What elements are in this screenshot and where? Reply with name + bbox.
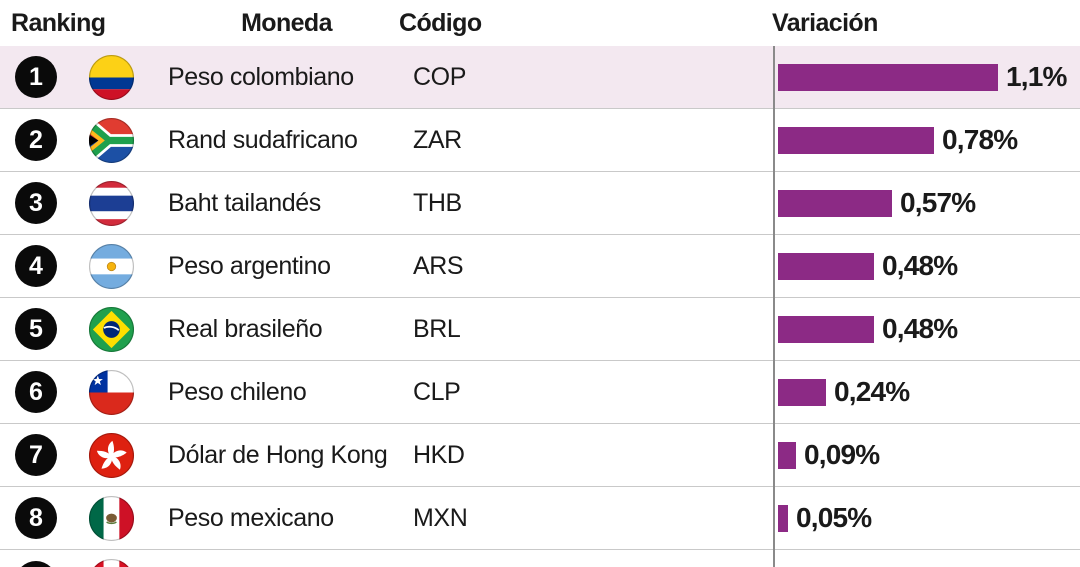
flag-cell bbox=[72, 369, 150, 416]
flag-cell bbox=[72, 54, 150, 101]
currency-name: Dólar de Hong Kong bbox=[168, 440, 388, 469]
flag-cell bbox=[72, 558, 150, 567]
header-ranking: Ranking bbox=[11, 8, 106, 37]
flag-cell bbox=[72, 180, 150, 227]
currency-code: ZAR bbox=[413, 125, 462, 154]
variation-cell: 0,05% bbox=[525, 487, 1080, 549]
currency-code: COP bbox=[413, 62, 466, 91]
header-codigo: Código bbox=[399, 8, 482, 37]
variation-cell: 0,48% bbox=[525, 298, 1080, 360]
rank-badge bbox=[15, 560, 57, 567]
rank-cell: 5 bbox=[0, 308, 72, 350]
flag-cell bbox=[72, 432, 150, 479]
rank-badge: 1 bbox=[15, 56, 57, 98]
currency-name: Real brasileño bbox=[168, 314, 323, 343]
mexico-flag-icon bbox=[88, 495, 134, 541]
rank-badge: 8 bbox=[15, 497, 57, 539]
currency-name: Peso chileno bbox=[168, 377, 307, 406]
variation-bar bbox=[778, 63, 998, 91]
thailand-flag-icon bbox=[88, 180, 134, 226]
variation-cell: 0,48% bbox=[525, 235, 1080, 297]
variation-bar bbox=[778, 189, 892, 217]
rank-cell: 7 bbox=[0, 434, 72, 476]
currency-code: BRL bbox=[413, 314, 461, 343]
variation-value: 0,48% bbox=[882, 313, 958, 344]
table-row: 2 Rand sudafricano ZAR 0,78% bbox=[0, 109, 1080, 172]
variation-value: 0,78% bbox=[942, 124, 1018, 155]
colombia-flag-icon bbox=[88, 54, 134, 100]
rank-badge: 2 bbox=[15, 119, 57, 161]
table-row: 5 Real brasileño BRL 0,48% bbox=[0, 298, 1080, 361]
variation-value: 0,57% bbox=[900, 187, 976, 218]
currency-name: Peso argentino bbox=[168, 251, 331, 280]
variation-bar bbox=[778, 441, 796, 469]
variation-value: 1,1% bbox=[1006, 61, 1067, 92]
variation-value: 0,48% bbox=[882, 250, 958, 281]
rank-cell: 1 bbox=[0, 56, 72, 98]
table-row: 8 Peso mexicano MXN 0,05% bbox=[0, 487, 1080, 550]
table-row: 3 Baht tailandés THB 0,57% bbox=[0, 172, 1080, 235]
rank-badge: 4 bbox=[15, 245, 57, 287]
table-row: 1 Peso colombiano COP 1,1% bbox=[0, 46, 1080, 109]
currency-name: Peso mexicano bbox=[168, 503, 334, 532]
variation-cell: 0,78% bbox=[525, 109, 1080, 171]
hong-kong-flag-icon bbox=[88, 432, 134, 478]
currency-name: Peso colombiano bbox=[168, 62, 354, 91]
header-variacion: Variación bbox=[772, 8, 878, 37]
variation-cell: 0,09% bbox=[525, 424, 1080, 486]
variation-value: 0,24% bbox=[834, 376, 910, 407]
variation-value: 0,05% bbox=[796, 502, 872, 533]
rank-cell: 2 bbox=[0, 119, 72, 161]
flag-cell bbox=[72, 495, 150, 542]
variation-cell: 0,57% bbox=[525, 172, 1080, 234]
variation-bar bbox=[778, 504, 788, 532]
variation-bar bbox=[778, 126, 934, 154]
variation-bar bbox=[778, 252, 874, 280]
currency-code: CLP bbox=[413, 377, 461, 406]
currency-code: ARS bbox=[413, 251, 464, 280]
rank-badge: 3 bbox=[15, 182, 57, 224]
rank-cell: 3 bbox=[0, 182, 72, 224]
flag-cell bbox=[72, 306, 150, 353]
rank-badge: 6 bbox=[15, 371, 57, 413]
red-white-red-flag-icon bbox=[88, 558, 134, 567]
chart-baseline-axis bbox=[773, 46, 775, 567]
currency-name: Rand sudafricano bbox=[168, 125, 358, 154]
table-row: 4 Peso argentino ARS 0,48% bbox=[0, 235, 1080, 298]
currency-code: HKD bbox=[413, 440, 465, 469]
table-row: 6 Peso chileno CLP 0,24% bbox=[0, 361, 1080, 424]
currency-code: MXN bbox=[413, 503, 468, 532]
table-row-partial bbox=[0, 550, 1080, 567]
rank-badge: 7 bbox=[15, 434, 57, 476]
variation-value: 0,09% bbox=[804, 439, 880, 470]
rank-cell: 6 bbox=[0, 371, 72, 413]
variation-cell: 0,24% bbox=[525, 361, 1080, 423]
flag-cell bbox=[72, 243, 150, 290]
currency-code: THB bbox=[413, 188, 462, 217]
currency-name: Baht tailandés bbox=[168, 188, 321, 217]
flag-cell bbox=[72, 117, 150, 164]
chile-flag-icon bbox=[88, 369, 134, 415]
rank-badge: 5 bbox=[15, 308, 57, 350]
variation-bar bbox=[778, 378, 826, 406]
rank-cell: 4 bbox=[0, 245, 72, 287]
table-header: Ranking Moneda Código Variación bbox=[0, 0, 1080, 46]
variation-cell: 1,1% bbox=[525, 46, 1080, 108]
brazil-flag-icon bbox=[88, 306, 134, 352]
south-africa-flag-icon bbox=[88, 117, 134, 163]
rank-cell bbox=[0, 560, 72, 567]
argentina-flag-icon bbox=[88, 243, 134, 289]
table-row: 7 Dólar de Hong Kong HKD bbox=[0, 424, 1080, 487]
header-moneda: Moneda bbox=[241, 8, 332, 37]
rank-cell: 8 bbox=[0, 497, 72, 539]
variation-bar bbox=[778, 315, 874, 343]
